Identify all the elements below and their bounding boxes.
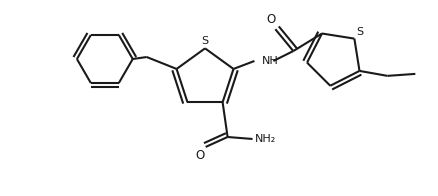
Text: O: O: [267, 13, 276, 26]
Text: O: O: [195, 149, 204, 162]
Text: S: S: [357, 27, 364, 37]
Text: NH₂: NH₂: [254, 134, 276, 144]
Text: S: S: [201, 36, 208, 46]
Text: NH: NH: [261, 56, 278, 66]
